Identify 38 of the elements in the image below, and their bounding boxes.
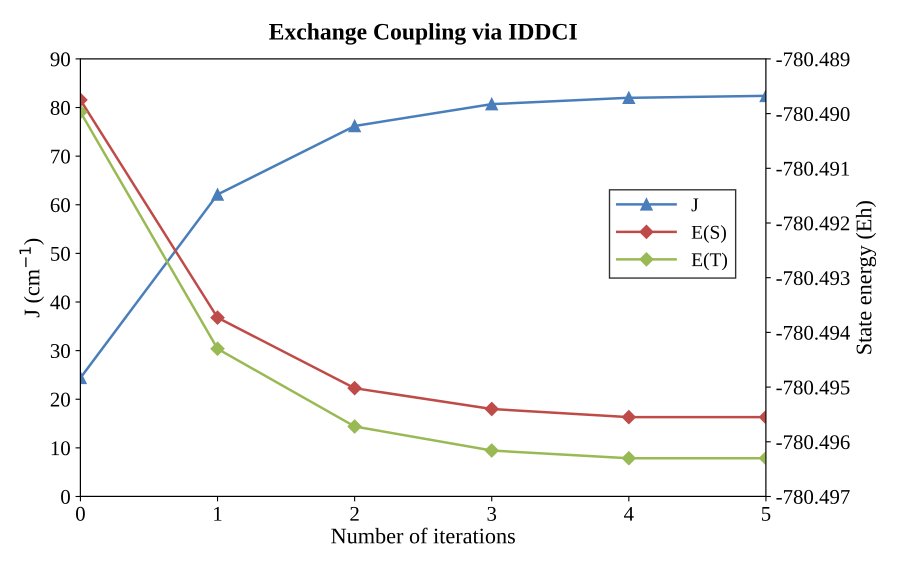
x-axis-title: Number of iterations xyxy=(331,528,515,544)
y-tick-label: 80 xyxy=(50,100,70,115)
y-tick-label: 20 xyxy=(50,392,70,407)
y2-tick-label: -780.491 xyxy=(776,162,850,176)
y2-tick-label: -780.489 xyxy=(776,52,850,66)
point xyxy=(484,443,499,458)
x-tick-label: 3 xyxy=(488,506,496,521)
x-tick-label: 0 xyxy=(76,506,85,521)
y-tick-label: 70 xyxy=(51,150,70,164)
x-tick-label: 5 xyxy=(762,507,770,521)
y2-tick-label: -780.490 xyxy=(776,106,850,122)
chart-title: Exchange Coupling via IDDCI xyxy=(269,23,577,45)
y2-tick-label: -780.496 xyxy=(776,435,850,450)
x-tick-label: 4 xyxy=(624,506,634,521)
y-tick-label: 0 xyxy=(61,490,70,504)
y2-tick-label: -780.492 xyxy=(776,216,850,231)
y2-tick-label: -780.497 xyxy=(776,490,850,504)
legend-label: E(T) xyxy=(692,252,728,270)
point xyxy=(348,419,362,434)
y-tick-label: 90 xyxy=(50,52,70,66)
point xyxy=(485,98,498,110)
y2-tick-label: -780.495 xyxy=(776,380,850,395)
legend-label: J xyxy=(692,198,698,212)
point xyxy=(348,120,361,132)
y2-axis-title: State energy (Eh) xyxy=(856,201,876,354)
y-tick-label: 40 xyxy=(50,295,70,310)
y2-tick-label: -780.494 xyxy=(776,326,850,340)
point xyxy=(348,381,362,396)
y-tick-label: 30 xyxy=(50,344,70,358)
x-tick-label: 2 xyxy=(350,506,359,521)
y-tick-label: 10 xyxy=(52,441,70,456)
legend-label: E(S) xyxy=(692,225,726,243)
y-axis-title: J (cm$^{−1}$) xyxy=(19,238,44,318)
point xyxy=(484,402,499,416)
y-tick-label: 60 xyxy=(50,198,70,212)
y2-tick-label: -780.493 xyxy=(776,271,850,286)
y-tick-label: 50 xyxy=(51,246,70,261)
x-tick-label: 1 xyxy=(214,506,222,521)
